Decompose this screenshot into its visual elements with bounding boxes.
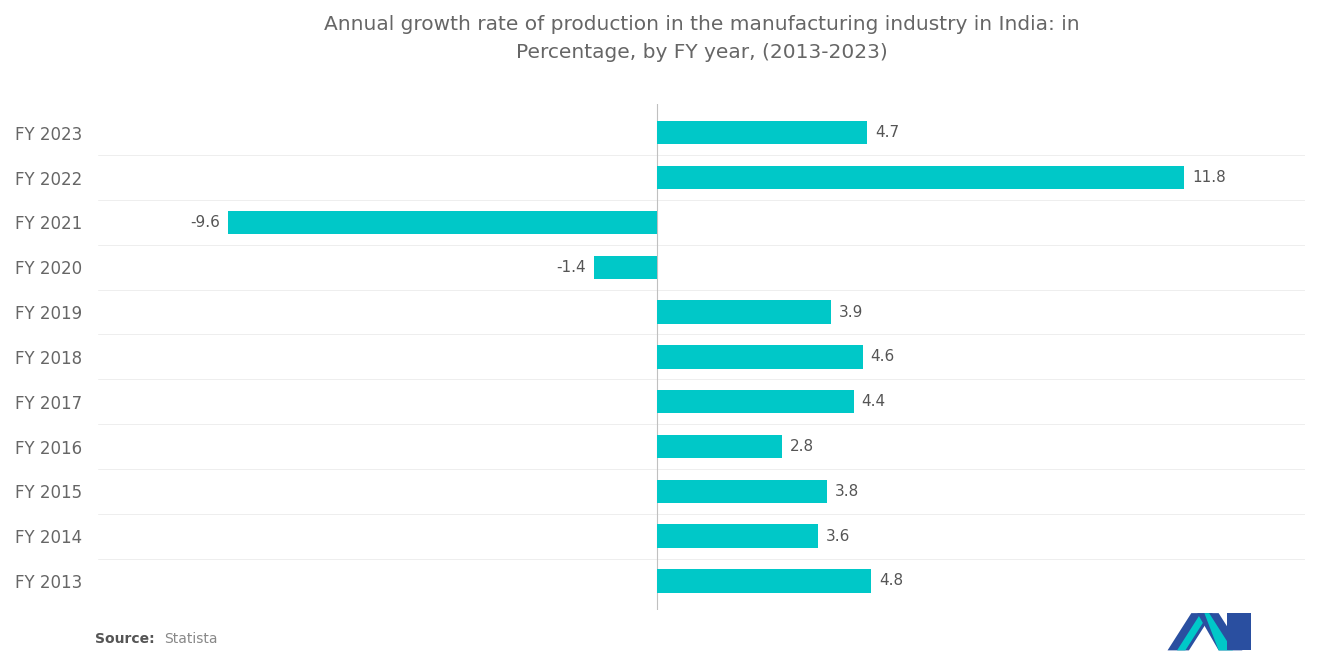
Text: 3.6: 3.6: [826, 529, 850, 544]
Text: 4.6: 4.6: [871, 349, 895, 364]
Text: -9.6: -9.6: [190, 215, 220, 230]
Text: 3.9: 3.9: [840, 305, 863, 320]
Title: Annual growth rate of production in the manufacturing industry in India: in
Perc: Annual growth rate of production in the …: [323, 15, 1080, 62]
Bar: [657, 301, 832, 324]
Bar: [657, 435, 781, 458]
Bar: [657, 569, 871, 593]
Text: -1.4: -1.4: [557, 260, 586, 275]
Text: Statista: Statista: [164, 632, 218, 646]
Polygon shape: [1177, 613, 1209, 650]
Bar: [657, 479, 826, 503]
Polygon shape: [1167, 613, 1213, 650]
Text: 4.7: 4.7: [875, 125, 899, 140]
Text: 11.8: 11.8: [1192, 170, 1226, 185]
Text: 4.8: 4.8: [879, 573, 904, 589]
Text: 3.8: 3.8: [834, 484, 859, 499]
Polygon shape: [1204, 613, 1233, 650]
Bar: [657, 525, 818, 548]
Bar: [657, 345, 862, 368]
Text: 4.4: 4.4: [862, 394, 886, 409]
Polygon shape: [1226, 613, 1250, 650]
Bar: [228, 211, 657, 234]
Bar: [594, 255, 657, 279]
Polygon shape: [1197, 613, 1242, 650]
Bar: [657, 166, 1184, 190]
Bar: [657, 390, 854, 414]
Bar: [657, 121, 867, 144]
Text: Source:: Source:: [95, 632, 154, 646]
Text: 2.8: 2.8: [791, 439, 814, 454]
